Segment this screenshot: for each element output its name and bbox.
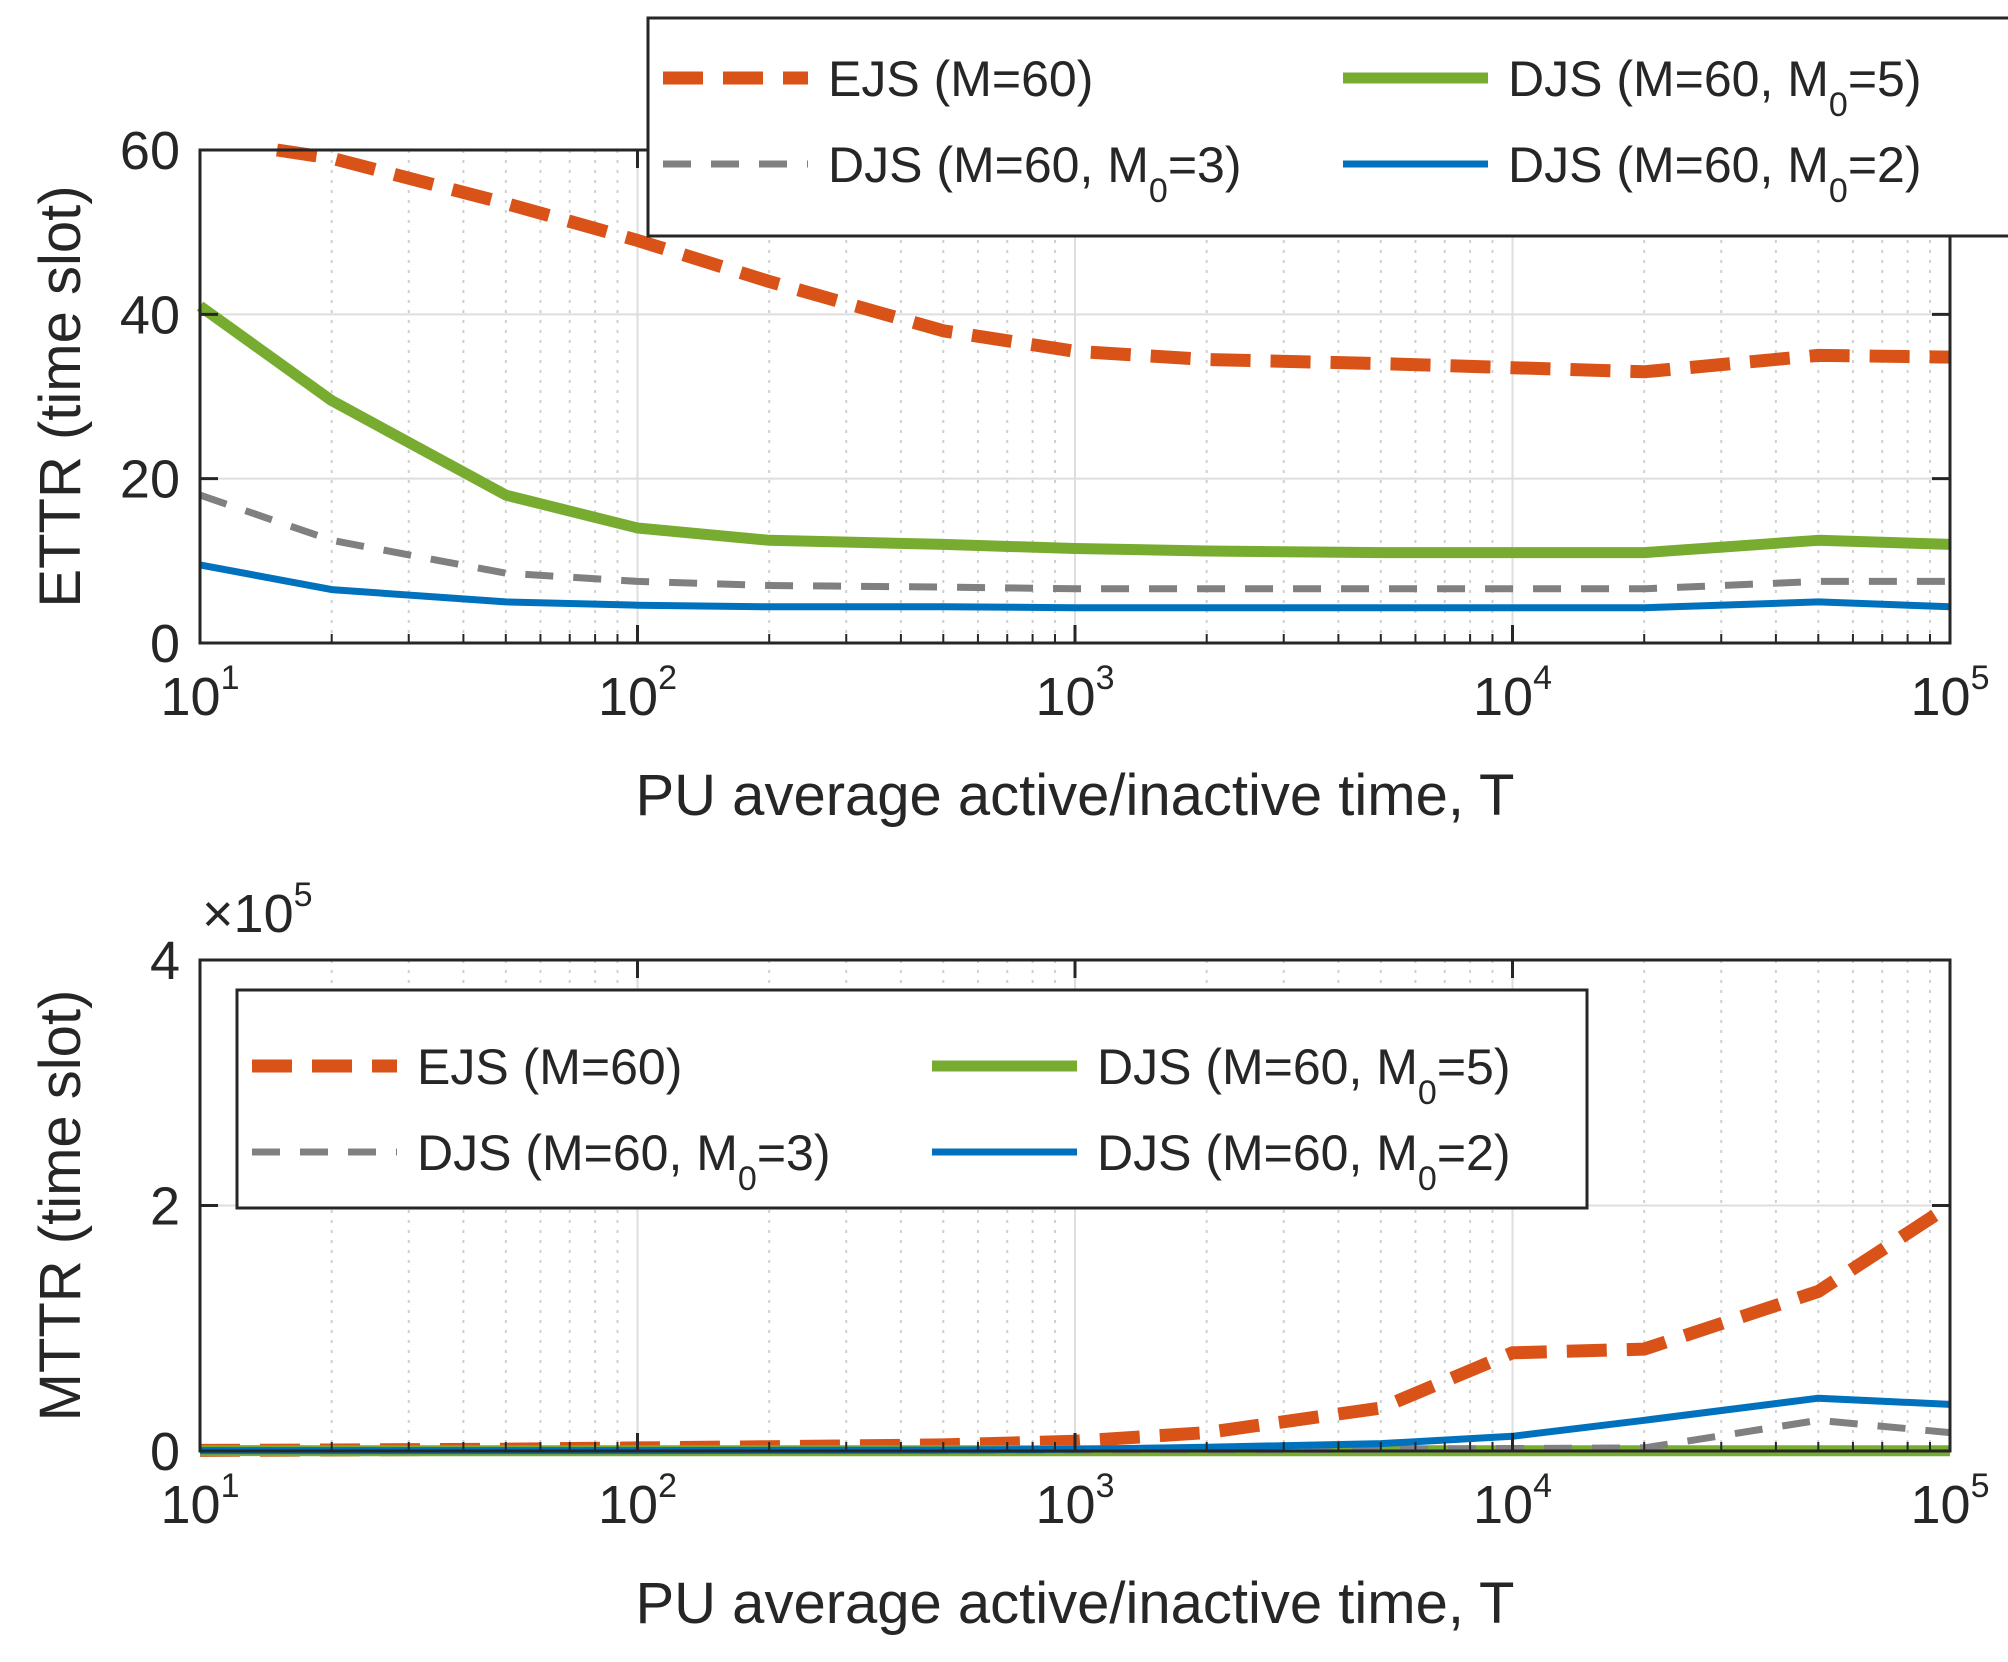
y-tick-label: 0	[150, 1422, 180, 1482]
legend-box	[235, 988, 1589, 1210]
x-tick-label: 101	[161, 659, 240, 727]
x-tick-label: 105	[1911, 659, 1990, 727]
series-group	[196, 143, 1951, 612]
series-line-djs5	[196, 301, 1951, 559]
legend-entry-djs3: DJS (M=60, M0=3)	[417, 1125, 831, 1198]
x-tick-label: 103	[1036, 659, 1115, 727]
y-axis-label: MTTR (time slot)	[28, 990, 93, 1422]
y-tick-label: 20	[120, 450, 180, 510]
legend: EJS (M=60) DJS (M=60, M0=5) DJS (M=60, M0=…	[646, 16, 2008, 238]
x-tick-label: 105	[1911, 1467, 1990, 1535]
legend-entry-djs2: DJS (M=60, M0=2)	[1097, 1125, 1511, 1198]
x-axis: 101 102 103 104 105	[161, 150, 1990, 727]
legend-entry-djs3: DJS (M=60, M0=3)	[828, 137, 1242, 210]
y-tick-label: 40	[120, 285, 180, 345]
x-axis-label: PU average active/inactive time, T	[636, 1571, 1515, 1636]
y-tick-label: 2	[150, 1177, 180, 1237]
legend-box	[646, 16, 2008, 238]
x-tick-label: 102	[598, 1467, 677, 1535]
series-line-ejs	[276, 143, 1951, 379]
x-tick-label: 102	[598, 659, 677, 727]
legend-entry-djs2: DJS (M=60, M0=2)	[1508, 137, 1922, 210]
legend-entry-djs5: DJS (M=60, M0=5)	[1097, 1039, 1511, 1112]
y-axis: 0 2 4	[150, 931, 1950, 1482]
y-tick-label: 0	[150, 614, 180, 674]
x-tick-label: 103	[1036, 1467, 1115, 1535]
y-multiplier: ×105	[202, 876, 313, 944]
x-tick-label: 104	[1473, 659, 1552, 727]
legend-entry-ejs: EJS (M=60)	[828, 51, 1093, 107]
x-axis-label: PU average active/inactive time, T	[636, 763, 1515, 828]
legend-entry-djs5: DJS (M=60, M0=5)	[1508, 51, 1922, 124]
chart-1: 101 102 103 104 105 0 20 40 60 PU average active/…	[28, 16, 2008, 828]
series-line-djs3	[198, 491, 1950, 593]
x-tick-label: 104	[1473, 1467, 1552, 1535]
legend: EJS (M=60) DJS (M=60, M0=5) DJS (M=60, M0=…	[235, 988, 1589, 1210]
y-tick-label: 60	[120, 121, 180, 181]
legend-entry-ejs: EJS (M=60)	[417, 1039, 682, 1095]
series-line-djs2	[199, 561, 1951, 612]
y-tick-label: 4	[150, 931, 180, 991]
y-axis-label: ETTR (time slot)	[28, 185, 93, 607]
